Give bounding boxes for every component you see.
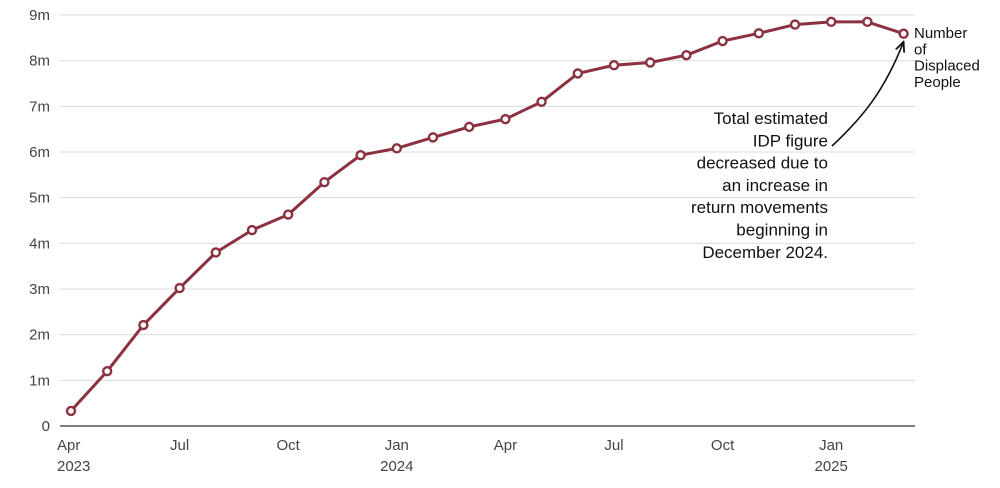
data-point [572,68,583,79]
x-tick-label: Apr [57,437,80,454]
annotation-line: beginning in [736,221,828,240]
data-point [645,57,656,68]
y-tick-label: 0 [42,418,50,435]
x-tick-year-label: 2023 [57,458,90,475]
annotation-line: an increase in [722,176,828,195]
x-axis-ticks: Apr 2023 Jul Oct Jan 2024 Apr Jul Oct Jan 2025 [57,437,848,475]
annotation-arrow [831,42,904,147]
annotation-line: Total estimated [714,109,828,128]
data-point [283,209,294,220]
gridlines [60,14,915,381]
data-point [826,16,837,28]
data-point [355,149,366,161]
data-point [391,143,402,154]
annotation-line: return movements [691,198,828,217]
data-point [210,247,222,258]
annotation-line: decreased due to [697,154,828,173]
data-point [464,121,475,133]
data-point [246,224,258,236]
data-point [681,49,692,61]
x-tick-label: Jul [604,437,623,454]
data-point [608,60,620,71]
data-point [65,405,77,417]
y-tick-label: 7m [29,98,50,115]
data-point [717,35,728,47]
series-label-line: Number [914,25,967,42]
data-point [536,96,547,107]
data-point [862,16,873,28]
series-layer [65,16,909,417]
data-point [427,132,439,143]
y-tick-label: 6m [29,144,50,161]
x-tick-label: Apr [494,437,517,454]
annotation: Total estimated IDP figure decreased due t… [691,42,904,262]
y-tick-label: 4m [29,235,50,252]
data-point [101,366,113,377]
annotation-line: IDP figure [753,131,828,150]
y-tick-label: 2m [29,327,50,344]
y-axis-ticks: 0 1m 2m 3m 4m 5m 6m 7m 8m 9m [29,7,50,435]
data-point [789,19,801,30]
y-tick-label: 8m [29,53,50,70]
series-line [69,20,906,413]
x-tick-label: Jan [819,437,843,454]
series-label-line: Displaced [914,58,980,75]
series-label-line: People [914,74,961,91]
y-tick-label: 5m [29,190,50,207]
y-tick-label: 9m [29,7,50,24]
data-point [319,176,330,188]
data-point [500,113,511,125]
x-tick-label: Jul [170,437,189,454]
data-point [898,28,909,39]
x-tick-year-label: 2025 [815,458,848,475]
y-tick-label: 3m [29,281,50,298]
y-tick-label: 1m [29,372,50,389]
x-tick-year-label: 2024 [380,458,413,475]
data-point [753,28,764,39]
x-tick-label: Oct [277,437,301,454]
data-point [174,282,185,294]
annotation-line: December 2024. [702,243,828,262]
series-label-line: of [914,41,927,58]
x-tick-label: Oct [711,437,735,454]
data-point [138,319,149,331]
x-tick-label: Jan [385,437,409,454]
